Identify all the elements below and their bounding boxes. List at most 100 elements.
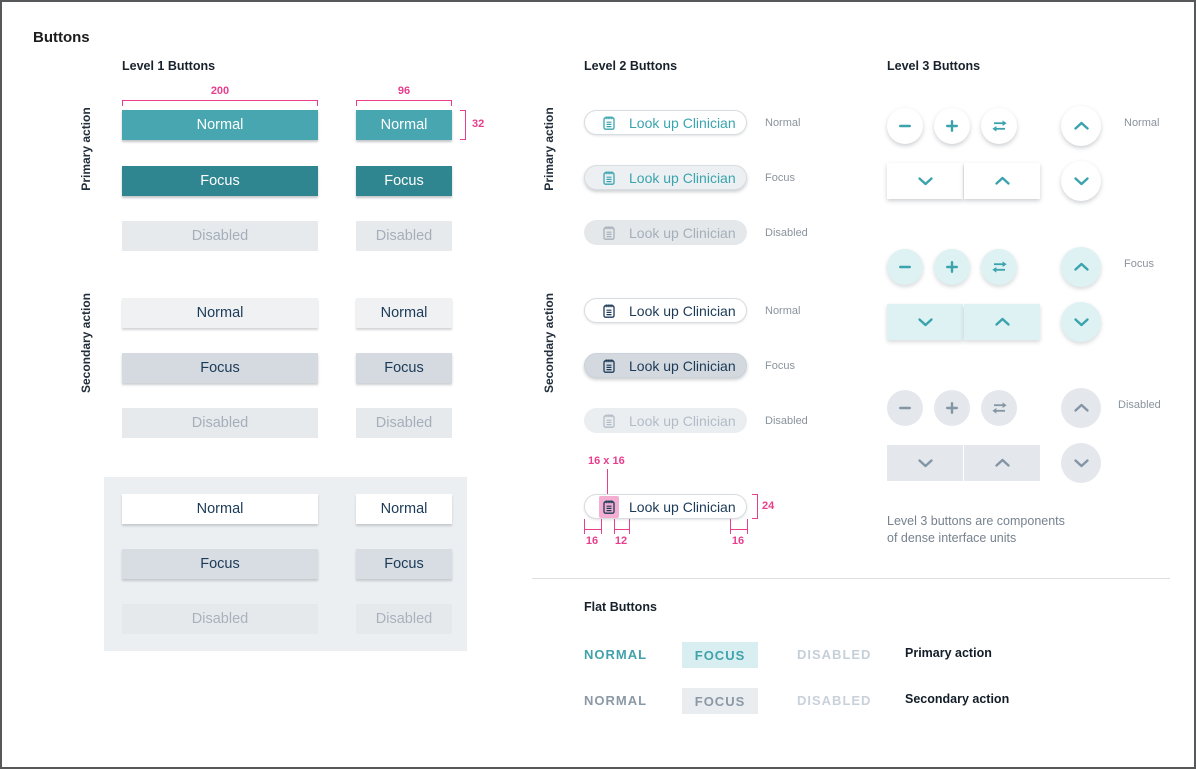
level2-primary-focus-state-label: Focus (765, 172, 795, 184)
chevron-down-icon (1073, 177, 1089, 186)
level2-primary-normal-button[interactable]: Look up Clinician (584, 110, 747, 135)
level2-measured-button[interactable]: Look up Clinician (584, 494, 747, 519)
level1-ongray-normal-button-96[interactable]: Normal (356, 494, 452, 524)
level2-secondary-focus-state-label: Focus (765, 360, 795, 372)
level3-normal-chevron-up-bar-button[interactable] (964, 163, 1040, 199)
level2-secondary-normal-button[interactable]: Look up Clinician (584, 298, 747, 323)
plus-icon (946, 120, 958, 132)
dimension-bracket-padright (730, 519, 748, 534)
chevron-up-icon (1073, 262, 1089, 271)
plus-icon (946, 402, 958, 414)
button-label: Look up Clinician (629, 412, 736, 429)
level3-focus-minus-button[interactable] (887, 249, 923, 285)
level3-normal-chevron-down-round-button[interactable] (1061, 161, 1101, 201)
level1-primary-normal-button-96[interactable]: Normal (356, 110, 452, 140)
level1-ongray-focus-button-96[interactable]: Focus (356, 549, 452, 579)
flat-secondary-normal-button[interactable]: NORMAL (584, 693, 648, 708)
button-label: Look up Clinician (629, 169, 736, 186)
chevron-up-icon (994, 317, 1010, 326)
chevron-up-icon (1073, 121, 1089, 130)
chevron-down-icon (1073, 459, 1089, 468)
level1-secondary-focus-button-200[interactable]: Focus (122, 353, 318, 383)
chevron-down-icon (917, 459, 933, 468)
minus-icon (899, 406, 911, 410)
level2-primary-focus-button[interactable]: Look up Clinician (584, 165, 747, 190)
level3-focus-chevron-up-round-button[interactable] (1061, 247, 1101, 287)
level1-ongray-focus-button-200[interactable]: Focus (122, 549, 318, 579)
level3-focus-chevron-up-bar-button[interactable] (964, 304, 1040, 340)
level3-focus-chevron-down-round-button[interactable] (1061, 302, 1101, 342)
level3-disabled-swap-button (981, 390, 1017, 426)
level1-primary-action-label: Primary action (79, 107, 93, 191)
button-label: Look up Clinician (629, 302, 736, 319)
level3-heading: Level 3 Buttons (887, 59, 981, 73)
minus-icon (899, 265, 911, 269)
clipboard-icon (603, 358, 615, 373)
button-label: Look up Clinician (629, 357, 736, 374)
section-divider (532, 578, 1170, 579)
level1-secondary-action-label: Secondary action (79, 292, 93, 394)
level3-focus-chevron-down-bar-button[interactable] (887, 304, 963, 340)
level2-secondary-disabled-button: Look up Clinician (584, 408, 747, 433)
dimension-label-24: 24 (762, 500, 775, 512)
dimension-label-96: 96 (397, 85, 411, 97)
clipboard-icon (603, 499, 615, 514)
chevron-down-icon (917, 177, 933, 186)
chevron-down-icon (917, 318, 933, 327)
dimension-bracket-96 (356, 100, 452, 106)
level3-normal-plus-button[interactable] (934, 108, 970, 144)
flat-primary-action-label: Primary action (905, 646, 992, 660)
flat-primary-disabled-button: DISABLED (797, 647, 872, 662)
flat-primary-normal-button[interactable]: NORMAL (584, 647, 648, 662)
level2-primary-disabled-button: Look up Clinician (584, 220, 747, 245)
level3-focus-swap-button[interactable] (981, 249, 1017, 285)
dimension-bracket-200 (122, 100, 318, 106)
level1-primary-focus-button-200[interactable]: Focus (122, 166, 318, 196)
level2-secondary-focus-button[interactable]: Look up Clinician (584, 353, 747, 378)
flat-secondary-focus-button[interactable]: FOCUS (682, 688, 758, 714)
clipboard-icon (603, 225, 615, 240)
level3-disabled-minus-button (887, 390, 923, 426)
level3-focus-plus-button[interactable] (934, 249, 970, 285)
level1-primary-focus-button-96[interactable]: Focus (356, 166, 452, 196)
button-label: Look up Clinician (629, 114, 736, 131)
level3-normal-chevron-up-round-button[interactable] (1061, 106, 1101, 146)
level3-normal-minus-button[interactable] (887, 108, 923, 144)
dimension-label-16x16: 16 x 16 (588, 455, 625, 467)
button-label: Look up Clinician (629, 224, 736, 241)
minus-icon (899, 124, 911, 128)
level3-disabled-chevron-down-round-button (1061, 443, 1101, 483)
level1-secondary-disabled-button-96: Disabled (356, 408, 452, 438)
chevron-down-icon (1073, 318, 1089, 327)
dimension-bracket-padleft (584, 519, 602, 534)
level3-normal-state-label: Normal (1124, 117, 1160, 129)
level1-secondary-focus-button-96[interactable]: Focus (356, 353, 452, 383)
level3-focus-state-label: Focus (1124, 258, 1154, 270)
level3-disabled-chevron-down-bar-button (887, 445, 963, 481)
level3-note-line1: Level 3 buttons are components (887, 514, 1065, 528)
level1-primary-disabled-button-200: Disabled (122, 221, 318, 251)
level3-normal-chevron-down-bar-button[interactable] (887, 163, 963, 199)
swap-horizontal-icon (991, 261, 1007, 273)
dimension-bracket-icongap (614, 519, 630, 534)
level2-primary-normal-state-label: Normal (765, 117, 801, 129)
level2-secondary-normal-state-label: Normal (765, 305, 801, 317)
level1-ongray-disabled-button-200: Disabled (122, 604, 318, 634)
swap-horizontal-icon (991, 402, 1007, 414)
level2-heading: Level 2 Buttons (584, 59, 678, 73)
dimension-label-200: 200 (210, 85, 230, 97)
level1-secondary-normal-button-96[interactable]: Normal (356, 298, 452, 328)
level1-secondary-normal-button-200[interactable]: Normal (122, 298, 318, 328)
level2-primary-action-label: Primary action (542, 107, 556, 191)
flat-secondary-action-label: Secondary action (905, 692, 1010, 706)
dimension-leader-line (607, 469, 608, 496)
level1-primary-normal-button-200[interactable]: Normal (122, 110, 318, 140)
dimension-bracket-32 (460, 110, 466, 140)
level3-normal-swap-button[interactable] (981, 108, 1017, 144)
flat-primary-focus-button[interactable]: FOCUS (682, 642, 758, 668)
clipboard-icon (603, 115, 615, 130)
flat-secondary-disabled-button: DISABLED (797, 693, 872, 708)
level1-ongray-normal-button-200[interactable]: Normal (122, 494, 318, 524)
level3-disabled-state-label: Disabled (1118, 399, 1161, 411)
